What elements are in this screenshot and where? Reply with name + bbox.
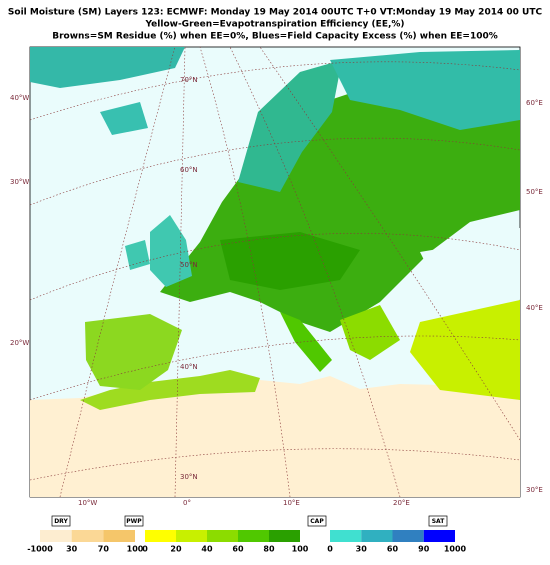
legend-tick-label: 20 <box>170 545 182 554</box>
graticule-label: 20°W <box>10 339 29 347</box>
balkans <box>340 305 400 360</box>
legend-swatch <box>207 530 238 542</box>
graticule-label: 40°W <box>10 94 29 102</box>
title-line: Soil Moisture (SM) Layers 123: ECMWF: Mo… <box>8 8 543 18</box>
greenland <box>30 47 185 88</box>
graticule-label: 60°E <box>526 99 543 107</box>
graticule-label: 10°W <box>78 499 97 507</box>
graticule-label: 30°E <box>526 486 543 494</box>
title-line: Yellow-Green=Evapotranspiration Efficien… <box>144 20 404 30</box>
anatolia <box>410 300 520 400</box>
legend-marker: SAT <box>432 518 445 525</box>
graticule-label: 50°E <box>526 188 543 196</box>
legend-swatch <box>392 530 424 542</box>
legend-tick-label: 0 <box>327 545 333 554</box>
black-sea <box>420 242 490 292</box>
legend-tick-label: 80 <box>263 545 275 554</box>
legend-swatch <box>330 530 362 542</box>
legend-tick-label: 30 <box>356 545 368 554</box>
scandinavia <box>238 60 342 192</box>
legend-swatch <box>361 530 393 542</box>
arctic-russia <box>330 50 520 130</box>
legend-marker-box <box>428 515 448 527</box>
legend-marker-box <box>51 515 71 527</box>
legend-marker-box <box>124 515 144 527</box>
graticule-label: 30°W <box>10 178 29 186</box>
legend-tick-label: 100 <box>127 545 144 554</box>
legend-marker-box <box>307 515 327 527</box>
legend-marker: PWP <box>126 518 142 525</box>
legend-swatch <box>103 530 135 542</box>
graticule-label: 40°E <box>526 304 543 312</box>
graticule-label: 20°E <box>393 499 410 507</box>
graticule-label: 0° <box>183 499 191 507</box>
legend-marker: DRY <box>54 518 68 525</box>
legend-tick-label: 90 <box>418 545 430 554</box>
legend-tick-label: 100 <box>292 545 309 554</box>
graticule-label: 10°E <box>283 499 300 507</box>
graticule-label: 70°N <box>180 76 198 84</box>
legend-swatch <box>71 530 104 542</box>
legend-tick-label: 1000 <box>444 545 467 554</box>
italy <box>280 312 332 372</box>
iberia <box>85 314 182 390</box>
legend-tick-label: 0 <box>142 545 148 554</box>
ireland <box>125 240 150 270</box>
britain <box>150 215 192 287</box>
legend-swatch <box>145 530 176 542</box>
graticule-label: 40°N <box>180 363 198 371</box>
legend-tick-label: 70 <box>98 545 110 554</box>
central-europe <box>220 232 360 290</box>
legend-tick-label: 60 <box>387 545 399 554</box>
legend-swatch <box>40 530 72 542</box>
legend-swatch <box>423 530 455 542</box>
legend-marker: CAP <box>310 518 324 525</box>
title-line: Browns=SM Residue (%) when EE=0%, Blues=… <box>52 32 498 42</box>
map <box>29 46 521 498</box>
legend-tick-label: 30 <box>66 545 78 554</box>
legend-tick-label: 40 <box>201 545 213 554</box>
legend-swatch <box>269 530 300 542</box>
caspian <box>506 228 520 300</box>
legend-swatch <box>238 530 269 542</box>
iceland <box>100 102 148 135</box>
legend-tick-label: 60 <box>232 545 244 554</box>
meridians <box>59 46 521 498</box>
africa <box>30 372 520 497</box>
graticule-label: 30°N <box>180 473 198 481</box>
legend-swatch <box>176 530 207 542</box>
graticule-label: 60°N <box>180 166 198 174</box>
maghreb <box>80 370 260 410</box>
graticule-label: 50°N <box>180 261 198 269</box>
legend-tick-label: -1000 <box>27 545 53 554</box>
